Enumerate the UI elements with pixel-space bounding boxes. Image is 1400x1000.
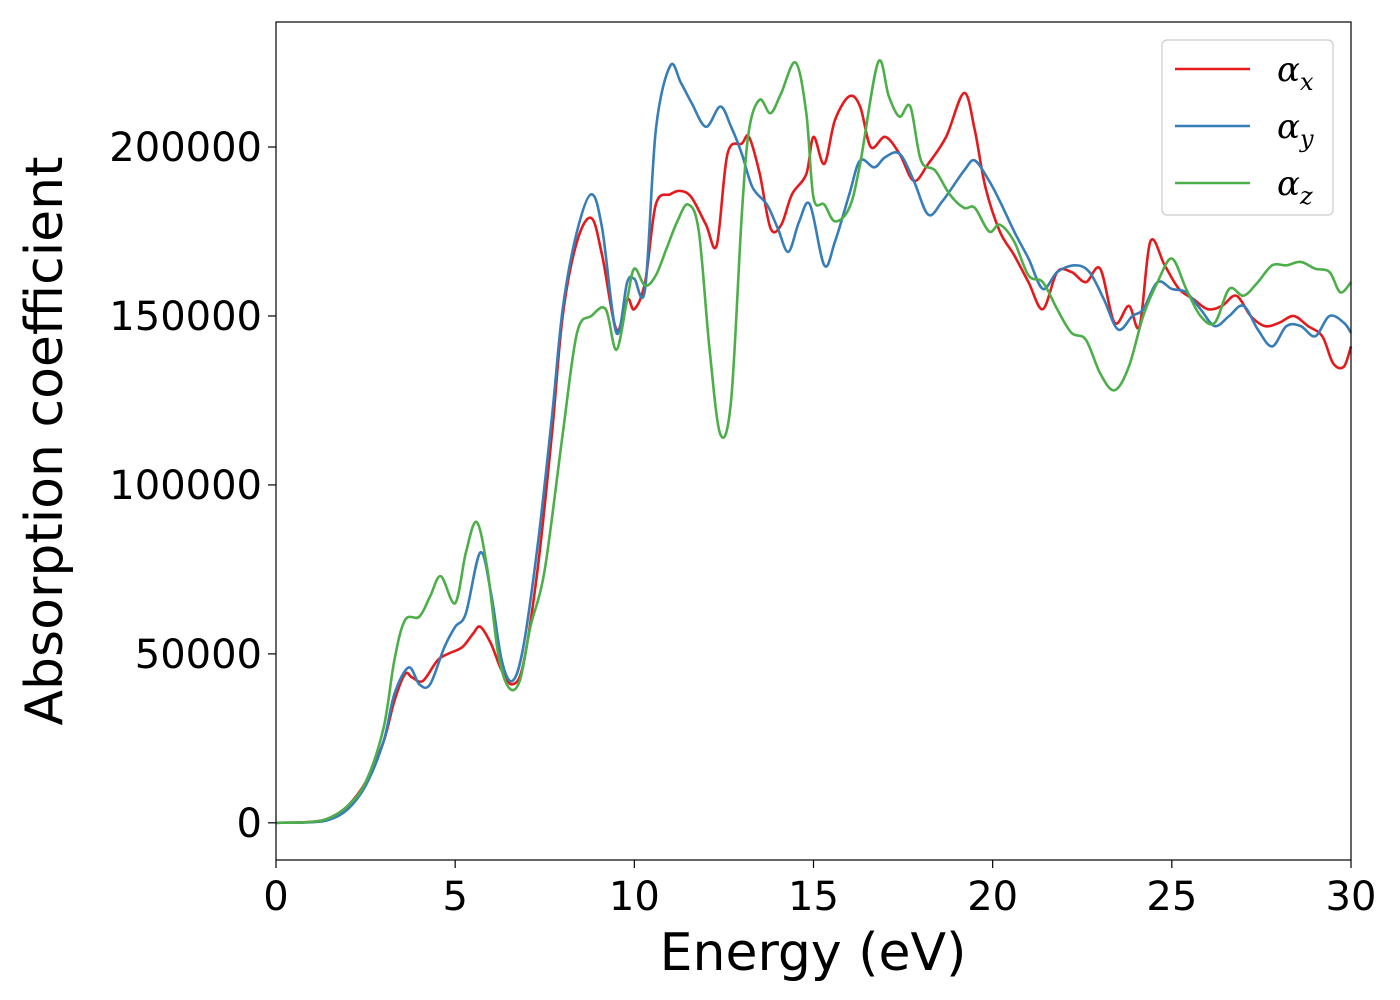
x-tick-label: 25 [1146,874,1197,920]
legend-label-z: αz [1277,164,1313,210]
y-tick-label: 0 [237,801,262,847]
x-tick-label: 0 [263,874,288,920]
x-tick-label: 30 [1326,874,1377,920]
x-axis-title: Energy (eV) [660,923,967,983]
x-tick-label: 20 [967,874,1018,920]
legend-label-x: αx [1277,50,1314,96]
x-tick-label: 10 [609,874,660,920]
x-axis: 0 5 10 15 20 25 30 [263,860,1376,920]
y-tick-label: 100000 [109,463,262,509]
y-axis: 0 50000 100000 150000 200000 [109,125,276,847]
legend: αx αy αz [1161,39,1334,216]
x-tick-label: 5 [442,874,467,920]
series-layer [275,59,1353,825]
y-tick-label: 150000 [109,294,262,340]
legend-label-y: αy [1277,107,1314,153]
y-tick-label: 50000 [135,632,262,678]
x-tick-label: 15 [788,874,839,920]
series-line-z [275,59,1352,825]
legend-frame [1161,39,1334,216]
y-axis-title: Absorption coefficient [15,156,75,725]
y-tick-label: 200000 [109,125,262,171]
